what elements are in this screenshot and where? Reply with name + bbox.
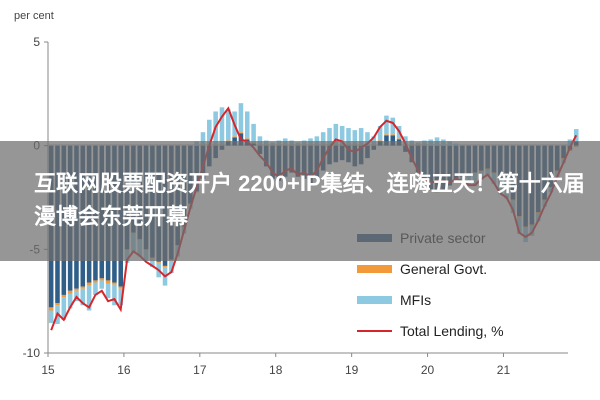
bar-mfis — [48, 310, 54, 323]
bar-mfis — [365, 132, 370, 145]
bar-mfis — [390, 117, 396, 135]
bar-mfis — [384, 115, 389, 135]
x-ticks: 15 16 17 18 19 20 21 — [41, 353, 510, 377]
bar-mfis — [226, 109, 231, 141]
overlay-title: 互联网股票配资开户 2200+IP集结、连嗨五天！第十六届漫博会东莞开幕 — [34, 171, 585, 229]
bar-general-govt — [244, 138, 250, 140]
bar-general-govt — [396, 138, 402, 140]
x-tick-label: 19 — [345, 363, 359, 377]
legend-label: MFIs — [400, 292, 431, 308]
bar-mfis — [169, 260, 174, 274]
legend-swatch — [357, 265, 392, 273]
bar-private-sector — [384, 135, 389, 146]
y-tick-label: -10 — [23, 346, 41, 360]
x-tick-label: 15 — [41, 363, 55, 377]
bar-general-govt — [162, 265, 168, 267]
overlay-banner: 互联网股票配资开户 2200+IP集结、连嗨五天！第十六届漫博会东莞开幕 — [0, 141, 600, 261]
bar-general-govt — [61, 294, 67, 298]
legend-label: General Govt. — [400, 261, 487, 277]
y-tick-label: 5 — [33, 35, 40, 49]
bar-general-govt — [55, 303, 60, 306]
unit-label: per cent — [14, 10, 54, 22]
x-tick-label: 21 — [497, 363, 511, 377]
bar-mfis — [80, 288, 86, 306]
bar-private-sector — [390, 135, 396, 146]
bar-mfis — [93, 282, 98, 295]
bar-mfis — [377, 125, 383, 141]
bar-general-govt — [112, 282, 117, 285]
bar-mfis — [371, 136, 377, 145]
bar-general-govt — [156, 261, 161, 263]
bar-general-govt — [118, 286, 124, 289]
bar-general-govt — [80, 286, 86, 289]
bar-mfis — [99, 280, 105, 289]
bar-mfis — [352, 130, 358, 145]
x-tick-label: 17 — [193, 363, 207, 377]
bar-mfis — [118, 288, 124, 306]
bar-general-govt — [67, 290, 73, 294]
legend-swatch — [357, 296, 392, 304]
bar-mfis — [67, 293, 73, 309]
bar-mfis — [327, 128, 332, 145]
bar-general-govt — [384, 134, 389, 136]
bar-mfis — [403, 136, 408, 145]
bar-general-govt — [48, 307, 54, 311]
bar-mfis — [105, 283, 111, 299]
bar-mfis — [339, 125, 345, 145]
bar-mfis — [346, 128, 351, 145]
x-tick-label: 16 — [117, 363, 131, 377]
bar-mfis — [358, 128, 364, 145]
bar-general-govt — [74, 288, 79, 291]
bar-mfis — [61, 297, 67, 320]
bar-mfis — [573, 129, 579, 142]
legend-label: Total Lending, % — [400, 323, 504, 339]
bar-general-govt — [232, 136, 237, 138]
bar-general-govt — [105, 280, 111, 284]
bar-general-govt — [390, 134, 396, 136]
x-tick-label: 18 — [269, 363, 283, 377]
bar-mfis — [219, 107, 225, 145]
bar-mfis — [314, 136, 320, 145]
bar-mfis — [207, 119, 212, 145]
bar-mfis — [86, 285, 92, 311]
bar-mfis — [150, 258, 155, 267]
bar-general-govt — [93, 280, 98, 283]
bar-mfis — [238, 103, 244, 133]
bar-mfis — [200, 132, 206, 145]
bar-mfis — [320, 132, 326, 145]
x-tick-label: 20 — [421, 363, 435, 377]
bar-mfis — [251, 123, 256, 143]
bar-mfis — [244, 111, 250, 139]
bar-mfis — [112, 284, 117, 306]
bar-general-govt — [99, 278, 105, 281]
bar-mfis — [333, 123, 339, 145]
bar-general-govt — [86, 282, 92, 286]
bar-general-govt — [238, 132, 244, 134]
bar-mfis — [257, 136, 263, 145]
